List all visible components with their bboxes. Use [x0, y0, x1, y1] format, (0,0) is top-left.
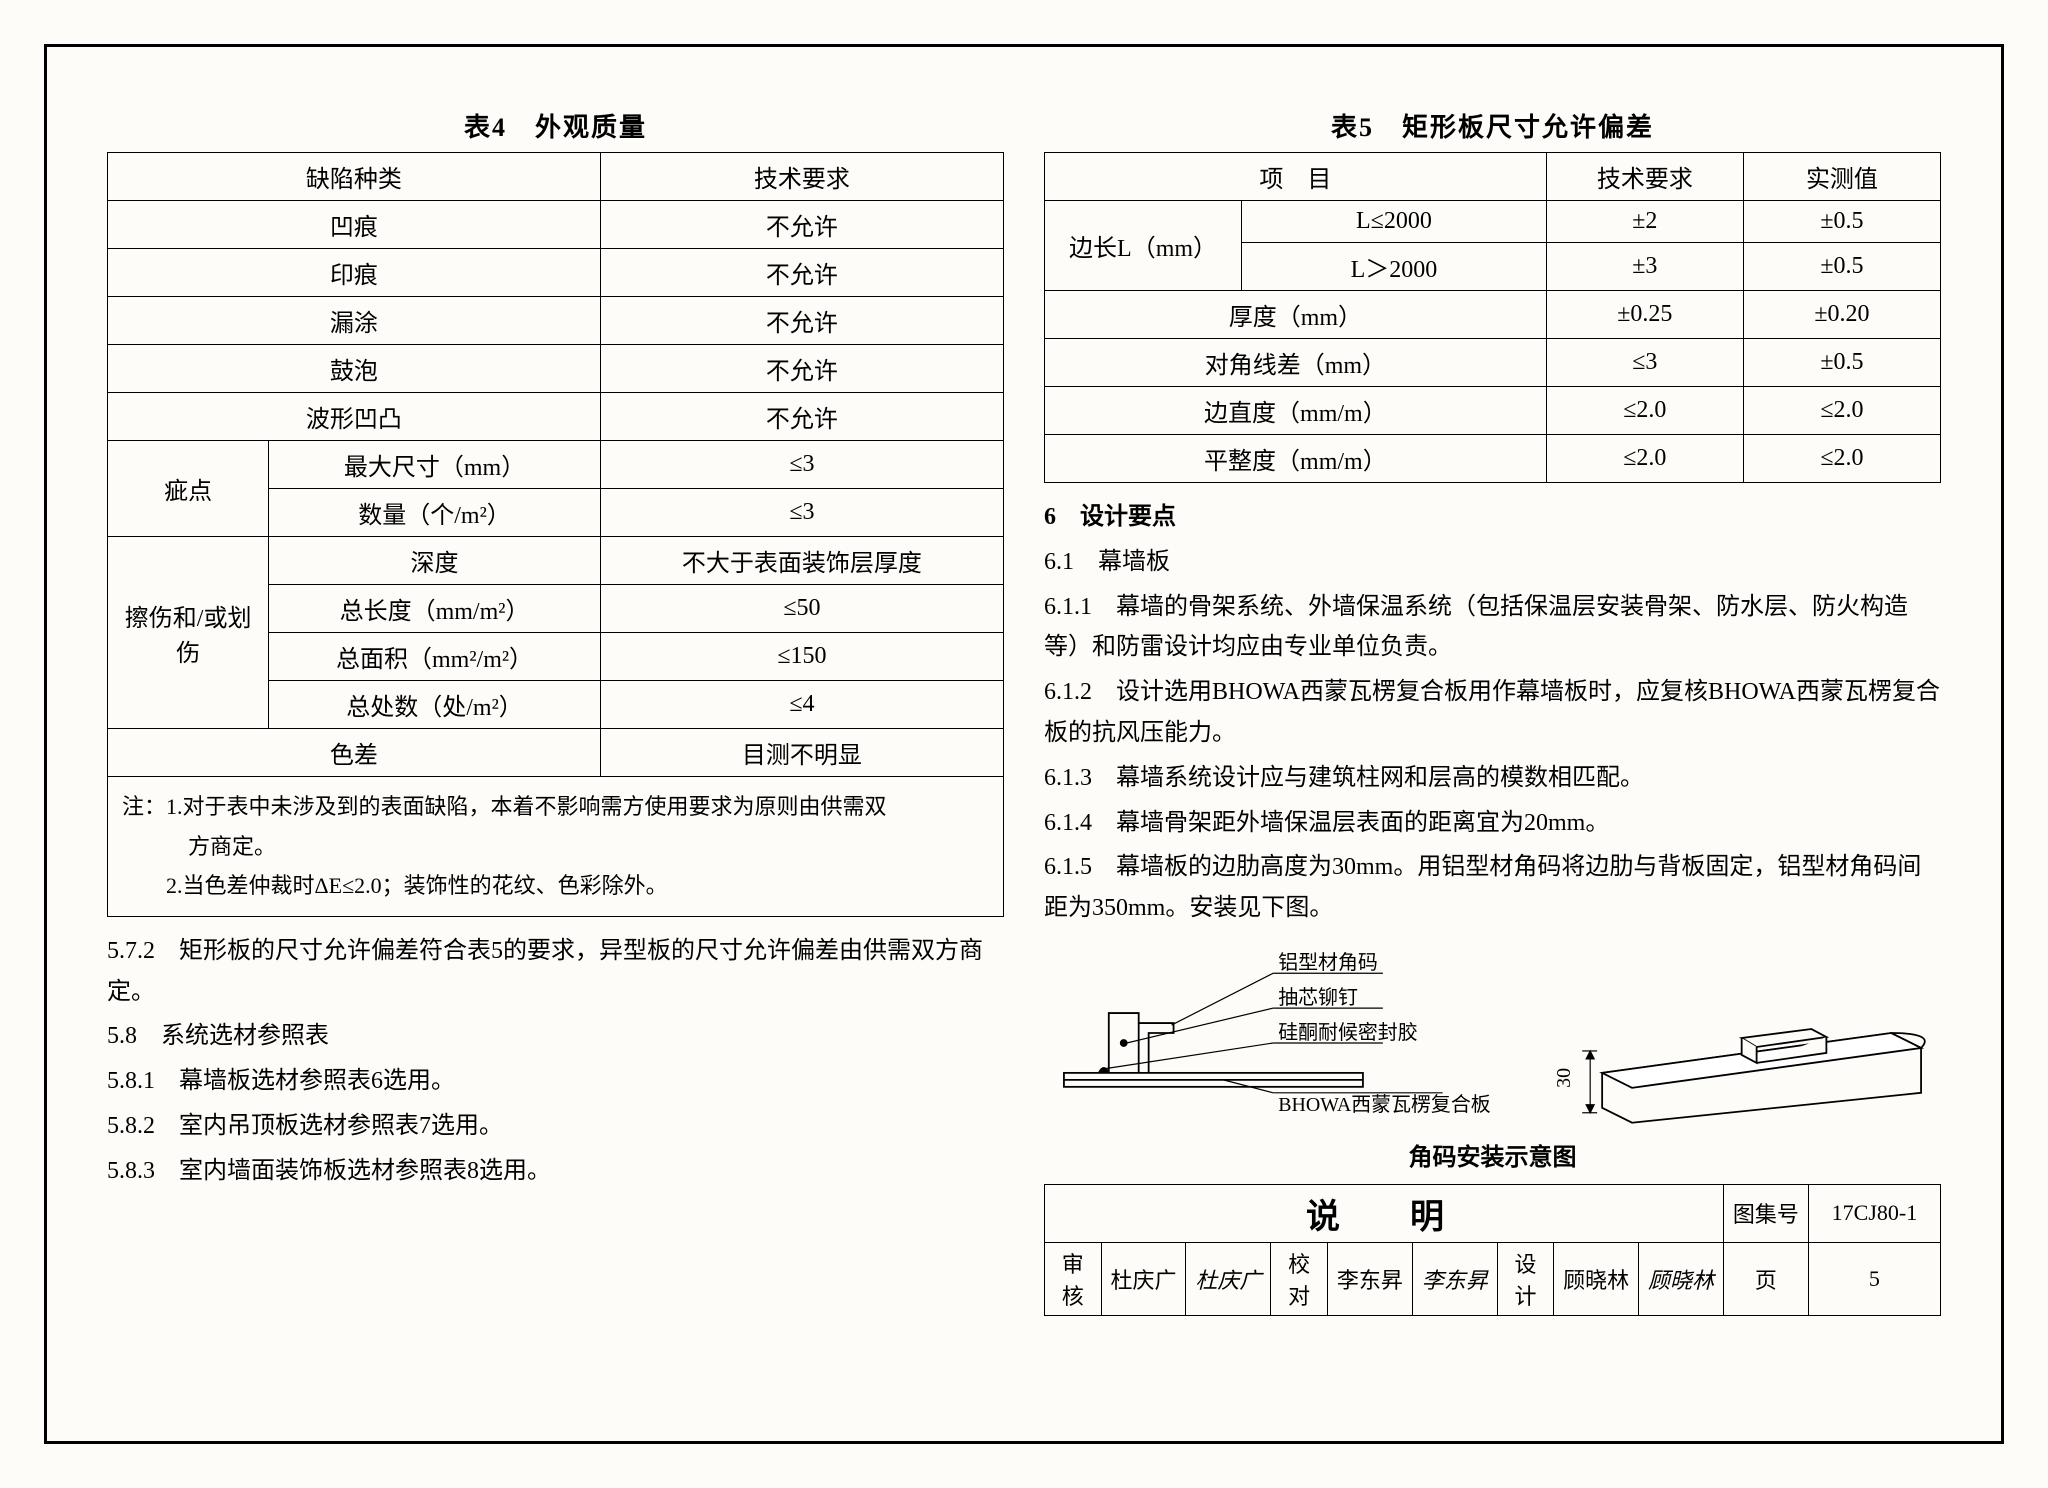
drawing-page: 表4 外观质量 缺陷种类 技术要求 凹痕不允许 印痕不允许 漏涂不允许 鼓泡不允… [44, 44, 2004, 1444]
table-row: 缺陷种类 技术要求 [108, 153, 1004, 201]
table4-title: 表4 外观质量 [107, 107, 1004, 144]
tb-name-jiaodui: 李东昇 [1327, 1242, 1412, 1315]
para-572: 5.7.2 矩形板的尺寸允许偏差符合表5的要求，异型板的尺寸允许偏差由供需双方商… [107, 931, 1004, 1013]
table-row: 厚度（mm）±0.25±0.20 [1045, 291, 1941, 339]
diag-label-4: BHOWA西蒙瓦楞复合板 [1278, 1093, 1491, 1116]
table-row: 平整度（mm/m）≤2.0≤2.0 [1045, 435, 1941, 483]
tb-title: 说 明 [1045, 1184, 1724, 1242]
table5: 项 目 技术要求 实测值 边长L（mm） L≤2000 ±2 ±0.5 L＞20… [1044, 152, 1941, 483]
diagram-caption: 角码安装示意图 [1044, 1137, 1941, 1172]
tb-page-label: 页 [1723, 1242, 1808, 1315]
table-row: 边直度（mm/m）≤2.0≤2.0 [1045, 387, 1941, 435]
installation-diagram: 铝型材角码 抽芯铆钉 硅酮耐候密封胶 BHOWA西蒙瓦楞复合板 [1044, 943, 1941, 1133]
right-column: 表5 矩形板尺寸允许偏差 项 目 技术要求 实测值 边长L（mm） L≤2000… [1044, 87, 1941, 1421]
para-611: 6.1.1 幕墙的骨架系统、外墙保温系统（包括保温层安装骨架、防水层、防火构造等… [1044, 587, 1941, 669]
para-58: 5.8 系统选材参照表 [107, 1016, 1004, 1057]
table-row: 色差目测不明显 [108, 729, 1004, 777]
hdr-61: 6.1 幕墙板 [1044, 542, 1941, 583]
table-row: 对角线差（mm）≤3±0.5 [1045, 339, 1941, 387]
tb-name-sheji: 顾晓林 [1554, 1242, 1639, 1315]
tb-atlas-label: 图集号 [1723, 1184, 1808, 1242]
left-body-text: 5.7.2 矩形板的尺寸允许偏差符合表5的要求，异型板的尺寸允许偏差由供需双方商… [107, 927, 1004, 1196]
para-583: 5.8.3 室内墙面装饰板选材参照表8选用。 [107, 1151, 1004, 1192]
table-row: 注：1.对于表中未涉及到的表面缺陷，本着不影响需方使用要求为原则由供需双 方商定… [108, 777, 1004, 917]
left-column: 表4 外观质量 缺陷种类 技术要求 凹痕不允许 印痕不允许 漏涂不允许 鼓泡不允… [107, 87, 1004, 1421]
table4: 缺陷种类 技术要求 凹痕不允许 印痕不允许 漏涂不允许 鼓泡不允许 波形凹凸不允… [107, 152, 1004, 917]
table-row: 擦伤和/或划伤 深度不大于表面装饰层厚度 [108, 537, 1004, 585]
right-body-text: 6 设计要点 6.1 幕墙板 6.1.1 幕墙的骨架系统、外墙保温系统（包括保温… [1044, 493, 1941, 933]
table-row: 项 目 技术要求 实测值 [1045, 153, 1941, 201]
t4-notes: 注：1.对于表中未涉及到的表面缺陷，本着不影响需方使用要求为原则由供需双 方商定… [108, 777, 1004, 917]
tb-page-value: 5 [1808, 1242, 1940, 1315]
table5-title: 表5 矩形板尺寸允许偏差 [1044, 107, 1941, 144]
diagram-svg: 铝型材角码 抽芯铆钉 硅酮耐候密封胶 BHOWA西蒙瓦楞复合板 [1044, 943, 1941, 1133]
para-612: 6.1.2 设计选用BHOWA西蒙瓦楞复合板用作幕墙板时，应复核BHOWA西蒙瓦… [1044, 672, 1941, 754]
tb-sig-jiaodui: 李东昇 [1412, 1242, 1497, 1315]
para-582: 5.8.2 室内吊顶板选材参照表7选用。 [107, 1106, 1004, 1147]
tb-atlas-value: 17CJ80-1 [1808, 1184, 1940, 1242]
tb-sig-shenhe: 杜庆广 [1186, 1242, 1271, 1315]
diag-label-3: 硅酮耐候密封胶 [1278, 1021, 1418, 1044]
diag-dim-30: 30 [1553, 1068, 1575, 1088]
table-row: 边长L（mm） L≤2000 ±2 ±0.5 [1045, 201, 1941, 243]
table-row: 漏涂不允许 [108, 297, 1004, 345]
tb-sig-sheji: 顾晓林 [1639, 1242, 1724, 1315]
table-row: 波形凹凸不允许 [108, 393, 1004, 441]
para-613: 6.1.3 幕墙系统设计应与建筑柱网和层高的模数相匹配。 [1044, 758, 1941, 799]
title-block-final: 说 明图集号17CJ80-1审核杜庆广杜庆广校对李东昇李东昇设计顾晓林顾晓林页5 [1044, 1184, 1941, 1316]
table-row: 鼓泡不允许 [108, 345, 1004, 393]
para-615: 6.1.5 幕墙板的边肋高度为30mm。用铝型材角码将边肋与背板固定，铝型材角码… [1044, 847, 1941, 929]
table-row: 印痕不允许 [108, 249, 1004, 297]
diag-label-2: 抽芯铆钉 [1278, 986, 1358, 1009]
hdr-6: 6 设计要点 [1044, 497, 1941, 538]
table-row: 凹痕不允许 [108, 201, 1004, 249]
t4-head-c1: 缺陷种类 [108, 153, 601, 201]
para-581: 5.8.1 幕墙板选材参照表6选用。 [107, 1061, 1004, 1102]
tb-role-sheji: 设计 [1497, 1242, 1554, 1315]
t4-head-c2: 技术要求 [600, 153, 1003, 201]
diag-label-1: 铝型材角码 [1278, 951, 1378, 974]
tb-name-shenhe: 杜庆广 [1101, 1242, 1186, 1315]
para-614: 6.1.4 幕墙骨架距外墙保温层表面的距离宜为20mm。 [1044, 803, 1941, 844]
tb-role-jiaodui: 校对 [1271, 1242, 1328, 1315]
table-row: 疵点 最大尺寸（mm）≤3 [108, 441, 1004, 489]
tb-role-shenhe: 审核 [1045, 1242, 1102, 1315]
